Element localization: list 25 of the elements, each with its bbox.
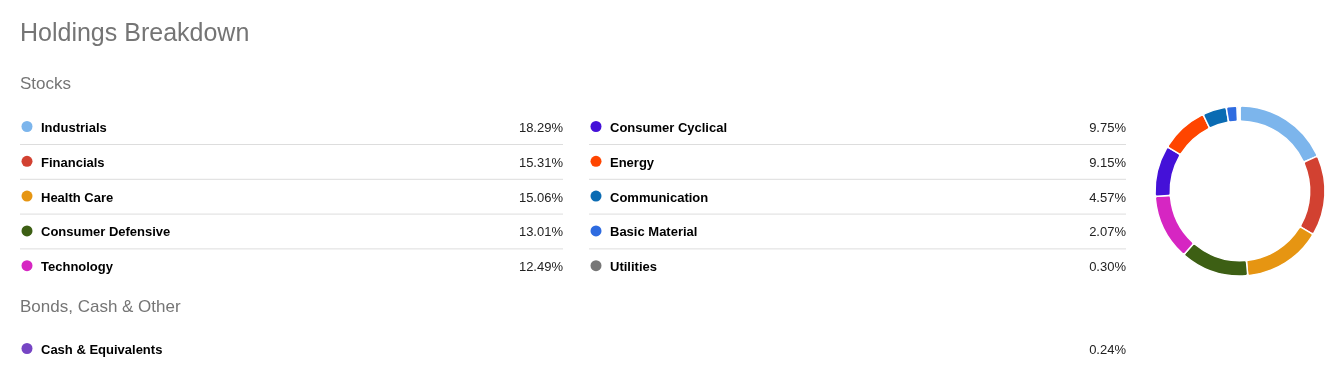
legend-label: Utilities — [610, 259, 657, 275]
chart-subtitle: Stocks — [20, 74, 72, 93]
data-label: 18.29% — [518, 120, 564, 135]
legend-label: Energy — [610, 154, 655, 170]
legend-label: Cash & Equivalents — [41, 342, 163, 357]
legend-label: Basic Material — [610, 224, 698, 240]
data-label: 0.24% — [1089, 342, 1127, 357]
data-label: 9.75% — [1089, 120, 1127, 135]
data-label: 4.57% — [1089, 189, 1127, 205]
data-label: 15.31% — [518, 154, 564, 170]
data-label: 9.15% — [1089, 154, 1127, 170]
legend-label: Communication — [610, 189, 709, 205]
legend-label: Consumer Defensive — [41, 224, 171, 240]
text: Bonds, Cash & Other — [20, 297, 181, 316]
data-label: 12.49% — [518, 259, 564, 275]
data-label: 13.01% — [518, 224, 564, 240]
legend-label: Industrials — [41, 120, 107, 135]
legend-label: Health Care — [41, 189, 114, 205]
data-label: 15.06% — [518, 189, 564, 205]
chart-title: Holdings Breakdown — [20, 18, 250, 46]
legend-label: Financials — [41, 154, 105, 170]
legend-label: Consumer Cyclical — [610, 120, 728, 135]
data-label: 0.30% — [1089, 259, 1127, 275]
data-label: 2.07% — [1089, 224, 1127, 240]
legend-label: Technology — [41, 259, 114, 275]
